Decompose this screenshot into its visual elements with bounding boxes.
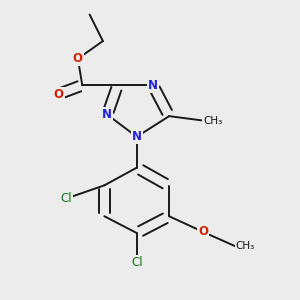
Text: O: O: [198, 225, 208, 239]
Text: CH₃: CH₃: [236, 241, 255, 251]
Text: N: N: [132, 130, 142, 143]
Text: O: O: [54, 88, 64, 100]
Text: Cl: Cl: [131, 256, 142, 269]
Text: O: O: [73, 52, 83, 65]
Text: Cl: Cl: [60, 192, 72, 205]
Text: N: N: [102, 108, 112, 121]
Text: N: N: [148, 79, 158, 92]
Text: CH₃: CH₃: [203, 116, 222, 126]
